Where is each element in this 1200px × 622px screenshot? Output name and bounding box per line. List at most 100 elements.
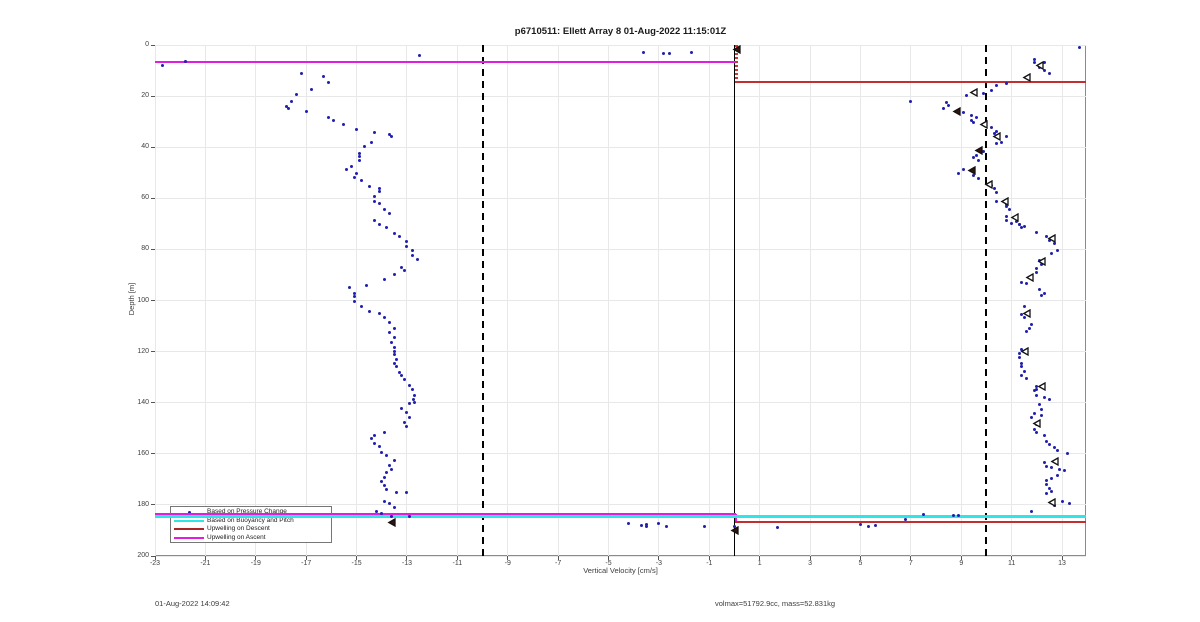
scatter-dot <box>1040 414 1044 418</box>
scatter-dot <box>327 80 331 84</box>
scatter-dot <box>407 402 411 406</box>
y-tick-label: 80 <box>141 245 149 253</box>
x-tick-label: -13 <box>401 560 413 567</box>
legend-line-sample <box>174 528 204 531</box>
x-tick-label: -3 <box>655 560 663 567</box>
scatter-dot <box>1035 266 1039 270</box>
x-tick-mark <box>406 556 408 560</box>
scatter-dot <box>342 123 346 127</box>
x-tick-label: -5 <box>605 560 612 567</box>
scatter-dot <box>972 173 976 177</box>
scatter-dot <box>1047 397 1051 401</box>
triangle-left-icon <box>387 518 396 528</box>
scatter-dot <box>942 107 946 111</box>
scatter-dot <box>405 411 409 415</box>
scatter-dot <box>909 100 913 104</box>
scatter-dot <box>392 273 396 277</box>
triangle-left-marker <box>974 142 984 156</box>
timestamp-text: 01-Aug-2022 14:09:42 <box>155 599 230 608</box>
scatter-dot <box>1045 439 1049 443</box>
scatter-dot <box>1078 45 1082 49</box>
legend-sample-3 <box>171 536 207 539</box>
scatter-dot <box>352 299 356 303</box>
scatter-dot <box>415 257 419 261</box>
x-tick-mark <box>356 556 358 560</box>
scatter-dot <box>990 125 993 129</box>
scatter-dot <box>702 525 706 529</box>
legend-item: Upwelling on Descent <box>171 525 331 534</box>
scatter-dot <box>367 184 371 188</box>
scatter-dot <box>662 52 666 56</box>
x-tick-label: 3 <box>808 560 813 567</box>
scatter-dot <box>1005 81 1009 85</box>
y-tick-label: 60 <box>141 194 149 202</box>
scatter-dot <box>1045 479 1049 483</box>
scatter-dot <box>392 459 396 463</box>
legend-label: Based on Buoyancy and Pitch <box>207 516 294 524</box>
legend-item: Based on Buoyancy and Pitch <box>171 517 331 526</box>
y-tick-label: 140 <box>137 398 149 406</box>
scatter-dot <box>390 341 394 345</box>
legend-label: Upwelling on Ascent <box>207 533 266 541</box>
x-tick-mark <box>557 556 559 560</box>
scatter-dot <box>357 155 361 159</box>
scatter-dot <box>667 52 671 56</box>
triangle-left-marker <box>1037 378 1047 391</box>
y-tick-label: 120 <box>137 347 149 355</box>
scatter-dot <box>1017 352 1021 356</box>
y-tick-label: 160 <box>137 449 149 457</box>
x-tick-mark <box>1061 556 1063 560</box>
scatter-dot <box>990 89 993 93</box>
scatter-dot <box>969 118 973 122</box>
x-tick-label: 9 <box>959 560 964 567</box>
x-tick-label: -23 <box>149 560 161 567</box>
scatter-dot <box>413 401 417 405</box>
x-tick-mark <box>1011 556 1013 560</box>
x-tick-label: -11 <box>452 560 463 567</box>
scatter-dot <box>1045 483 1049 487</box>
grid-line-horizontal <box>155 351 1086 353</box>
scatter-dot <box>1030 509 1034 513</box>
scatter-dot <box>372 131 376 135</box>
scatter-dot <box>1005 135 1009 139</box>
y-tick-mark <box>151 300 155 301</box>
grid-line-horizontal <box>155 453 1086 455</box>
grid-line-horizontal <box>155 197 1086 199</box>
scatter-dot <box>385 471 389 475</box>
grid-line-horizontal <box>155 555 1086 557</box>
scatter-dot <box>664 525 668 529</box>
y-tick-label: 180 <box>137 500 149 508</box>
grid-line-horizontal <box>155 146 1086 148</box>
scatter-dot <box>639 523 643 527</box>
x-tick-mark <box>960 556 962 560</box>
x-tick-mark <box>658 556 660 560</box>
scatter-dot <box>644 524 648 528</box>
scatter-dot <box>372 434 376 438</box>
scatter-dot <box>357 159 361 163</box>
scatter-dot <box>382 277 386 281</box>
x-tick-mark <box>608 556 610 560</box>
scatter-dot <box>1050 252 1054 256</box>
reference-line-upwelling-descent-top <box>734 81 1086 84</box>
scatter-dot <box>1055 449 1059 453</box>
scatter-dot <box>392 345 396 349</box>
triangle-left-icon <box>1037 256 1047 266</box>
scatter-dot <box>995 200 999 204</box>
triangle-left-marker <box>730 522 739 535</box>
scatter-dot <box>418 54 422 58</box>
scatter-dot <box>372 218 376 222</box>
x-axis-label: Vertical Velocity [cm/s] <box>583 566 658 575</box>
scatter-dot <box>395 491 399 495</box>
scatter-dot <box>372 441 376 445</box>
triangle-left-marker <box>1035 57 1044 70</box>
triangle-left-icon <box>1037 381 1047 391</box>
x-tick-mark <box>910 556 912 560</box>
triangle-left-icon <box>992 132 1001 142</box>
scatter-dot <box>392 231 396 235</box>
volmax-mass-text: volmax=51792.9cc, mass=52.831kg <box>715 599 836 608</box>
triangle-left-icon <box>1047 233 1057 243</box>
scatter-dot <box>161 64 165 68</box>
scatter-dot <box>1055 249 1059 253</box>
triangle-left-icon <box>974 146 984 156</box>
scatter-dot <box>1017 223 1021 227</box>
